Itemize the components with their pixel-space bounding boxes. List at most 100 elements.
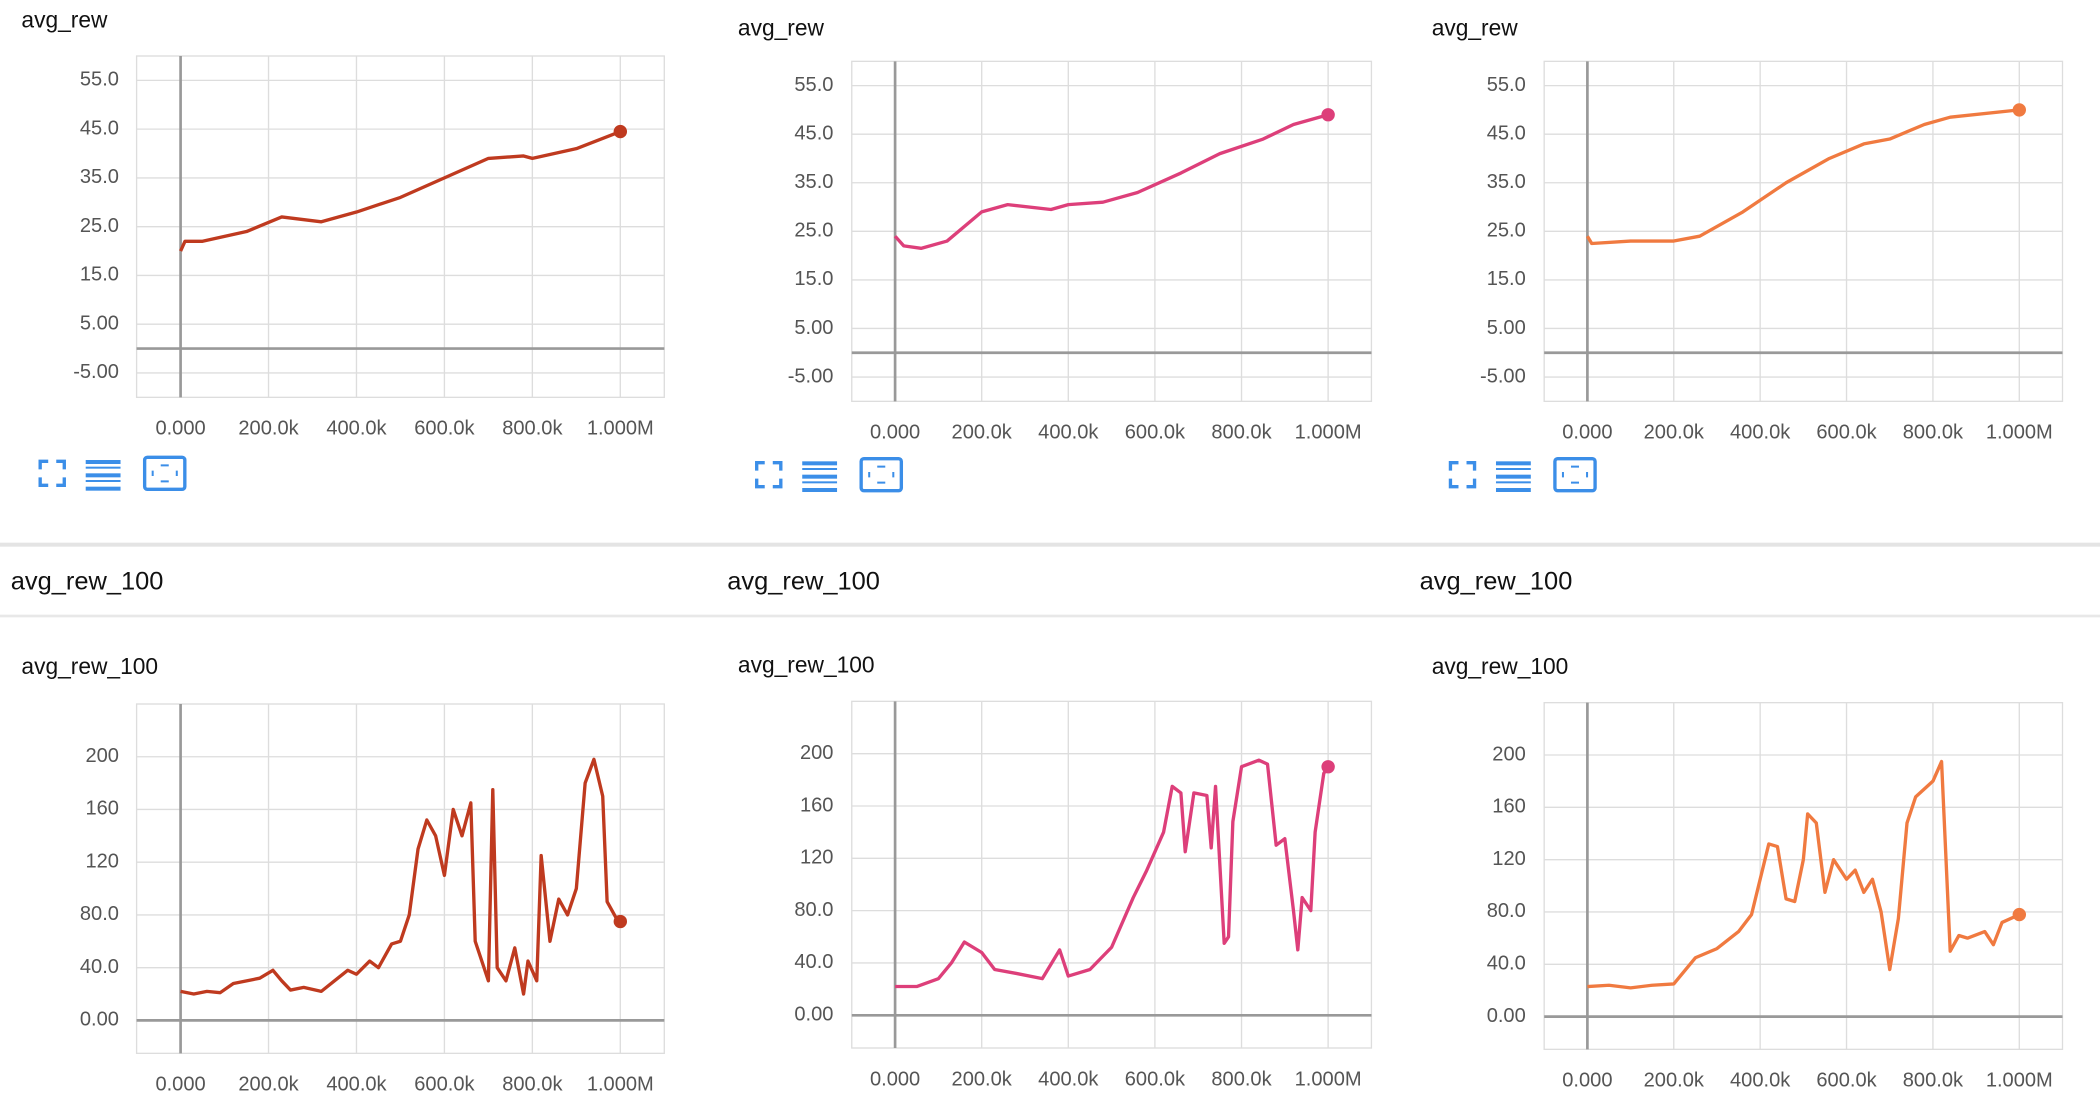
log-scale-button[interactable] [802, 461, 838, 492]
x-tick-label: 600.0k [1125, 1068, 1186, 1090]
icon-stroke [772, 461, 783, 471]
icon-stroke [1448, 461, 1459, 471]
x-tick-label: 200.0k [238, 1074, 299, 1096]
y-tick-label: 55.0 [1487, 74, 1526, 96]
x-tick-label: 600.0k [414, 418, 475, 440]
x-tick-label: 800.0k [502, 418, 563, 440]
x-tick-label: 400.0k [1730, 1070, 1791, 1092]
icon-stroke [755, 478, 765, 489]
x-tick-label: 400.0k [1038, 422, 1099, 444]
fit-domain-button[interactable] [1553, 456, 1597, 493]
x-tick-label: 200.0k [1644, 1070, 1705, 1092]
chart-title: avg_rew_100 [738, 652, 875, 678]
x-tick-label: 0.000 [870, 1068, 920, 1090]
log-scale-button[interactable] [1495, 461, 1531, 492]
plot-frame [851, 700, 1373, 1049]
icon-stroke [142, 455, 187, 491]
icon-stroke [85, 473, 121, 478]
icon-stroke [772, 478, 783, 489]
chart-title: avg_rew_100 [1432, 653, 1569, 679]
fullscreen-button[interactable] [755, 461, 783, 489]
icon-stroke [56, 477, 66, 487]
fullscreen-button[interactable] [38, 459, 66, 487]
y-tick-label: 80.0 [80, 903, 119, 925]
end-point [2012, 103, 2027, 117]
x-tick-label: 400.0k [326, 1074, 387, 1096]
x-tick-label: 400.0k [1730, 422, 1791, 444]
fit-domain-button[interactable] [859, 456, 904, 493]
y-tick-label: 55.0 [794, 74, 833, 96]
icon-stroke [1466, 478, 1477, 489]
y-tick-label: 45.0 [80, 117, 119, 139]
icon-stroke [1466, 461, 1477, 471]
icon-stroke [85, 480, 121, 482]
icon-stroke [802, 481, 838, 484]
icon-stroke [38, 459, 49, 470]
x-tick-label: 200.0k [952, 1068, 1013, 1090]
end-point [613, 914, 628, 929]
series-line [1585, 108, 2020, 246]
icon-stroke [56, 459, 66, 470]
section-header: avg_rew_100 [1420, 567, 1573, 595]
icon-stroke [85, 486, 121, 491]
x-tick-label: 800.0k [1903, 1070, 1964, 1092]
y-tick-label: 40.0 [80, 956, 119, 978]
y-tick-label: 15.0 [80, 264, 119, 286]
x-tick-label: 200.0k [238, 418, 299, 440]
x-tick-label: 1.000M [1986, 1070, 2053, 1092]
y-tick-label: 0.00 [1487, 1005, 1526, 1027]
y-tick-label: 200 [85, 745, 118, 767]
x-tick-label: 0.000 [1562, 1070, 1612, 1092]
y-tick-label: 55.0 [80, 69, 119, 91]
plot-frame [1543, 702, 2064, 1050]
icon-stroke [1495, 461, 1531, 466]
icon-stroke [859, 456, 904, 493]
series-line [180, 757, 622, 996]
x-tick-label: 400.0k [326, 418, 387, 440]
x-tick-label: 800.0k [502, 1074, 563, 1096]
plot-frame [1543, 60, 2064, 402]
x-tick-label: 0.000 [155, 418, 205, 440]
icon-stroke [1561, 465, 1589, 484]
x-tick-label: 200.0k [952, 422, 1013, 444]
y-tick-label: 40.0 [794, 951, 833, 973]
chart-title: avg_rew [738, 14, 825, 40]
section-header: avg_rew_100 [11, 567, 164, 595]
series-line [179, 130, 621, 252]
series-line [895, 758, 1330, 989]
y-tick-label: 120 [800, 847, 833, 869]
y-tick-label: 15.0 [1487, 268, 1526, 290]
icon-stroke [802, 488, 838, 492]
y-tick-label: 80.0 [1487, 900, 1526, 922]
log-scale-button[interactable] [85, 460, 121, 491]
fit-domain-button[interactable] [142, 455, 187, 491]
fullscreen-button[interactable] [1448, 461, 1477, 489]
y-tick-label: 80.0 [794, 899, 833, 921]
x-tick-label: 800.0k [1903, 422, 1964, 444]
x-tick-label: 0.000 [870, 422, 920, 444]
toolbar [1448, 456, 1597, 493]
toolbar [38, 455, 187, 491]
end-point [2012, 907, 2027, 922]
separator [0, 614, 2100, 618]
icon-stroke [85, 460, 121, 464]
x-tick-label: 1.000M [587, 418, 654, 440]
icon-stroke [1495, 488, 1531, 492]
end-point [1321, 108, 1335, 122]
y-tick-label: -5.00 [73, 361, 119, 383]
x-tick-label: 0.000 [155, 1074, 205, 1096]
y-tick-label: -5.00 [1480, 365, 1526, 387]
x-tick-label: 600.0k [1816, 1070, 1877, 1092]
icon-stroke [151, 464, 178, 483]
x-tick-label: 400.0k [1038, 1068, 1099, 1090]
series-line [893, 113, 1329, 250]
section-header: avg_rew_100 [727, 567, 880, 595]
end-point [1321, 760, 1335, 774]
toolbar [755, 456, 904, 493]
x-tick-label: 1.000M [1295, 1068, 1362, 1090]
icon-stroke [1553, 456, 1597, 493]
y-tick-label: 120 [85, 851, 118, 873]
x-tick-label: 600.0k [1125, 422, 1186, 444]
y-tick-label: 45.0 [1487, 123, 1526, 145]
